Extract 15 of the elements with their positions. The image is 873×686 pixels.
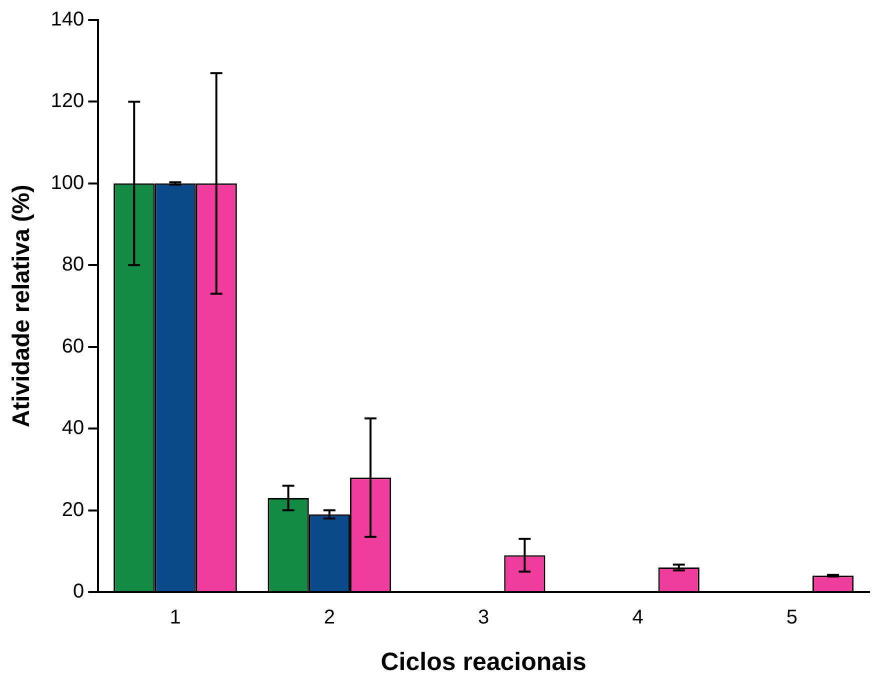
y-tick-label: 120 — [50, 90, 84, 112]
y-tick-label: 140 — [50, 8, 84, 31]
x-tick-label: 1 — [170, 606, 181, 629]
y-tick-label: 60 — [62, 335, 84, 358]
y-tick-label: 20 — [62, 498, 84, 521]
x-tick-label: 2 — [324, 606, 335, 629]
x-tick-label: 5 — [786, 606, 798, 629]
y-tick-label: 100 — [50, 172, 84, 194]
x-tick-label: 3 — [478, 606, 490, 629]
y-tick-label: 0 — [73, 580, 84, 603]
x-tick-label: 4 — [632, 606, 644, 629]
y-axis-title: Atividade relativa (%) — [8, 184, 36, 428]
x-axis-title: Ciclos reacionais — [380, 648, 586, 676]
y-tick-label: 80 — [62, 254, 84, 276]
y-tick-label: 40 — [62, 417, 84, 440]
